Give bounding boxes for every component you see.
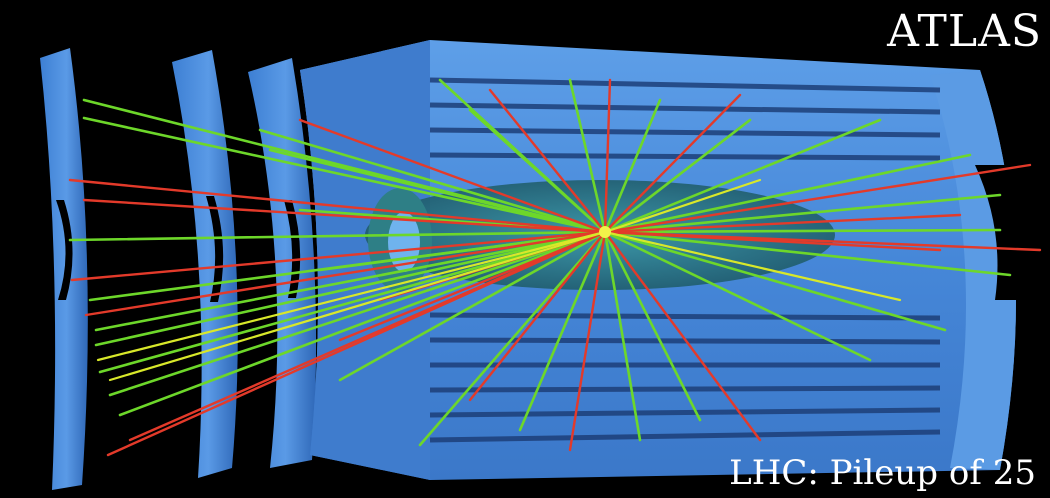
barrel-front-face bbox=[300, 40, 430, 480]
tracks-yellow bbox=[96, 178, 902, 382]
endcap-disk-1 bbox=[40, 48, 88, 490]
interaction-vertex bbox=[599, 226, 611, 238]
pileup-caption: LHC: Pileup of 25 bbox=[729, 453, 1036, 493]
barrel-calorimeter bbox=[300, 40, 1040, 480]
particle-tracks bbox=[68, 78, 1042, 457]
endcap-disks bbox=[40, 48, 317, 490]
endcap-disk-2 bbox=[172, 50, 238, 478]
endcap-disk-1-notch bbox=[56, 200, 73, 300]
barrel-ribs bbox=[429, 77, 941, 443]
atlas-label: ATLAS bbox=[887, 6, 1042, 57]
endcap-disk-2-notch bbox=[206, 196, 224, 302]
tracks-green bbox=[68, 78, 1012, 447]
barrel-right-opening bbox=[975, 165, 1040, 300]
tracks-red bbox=[68, 78, 1042, 457]
